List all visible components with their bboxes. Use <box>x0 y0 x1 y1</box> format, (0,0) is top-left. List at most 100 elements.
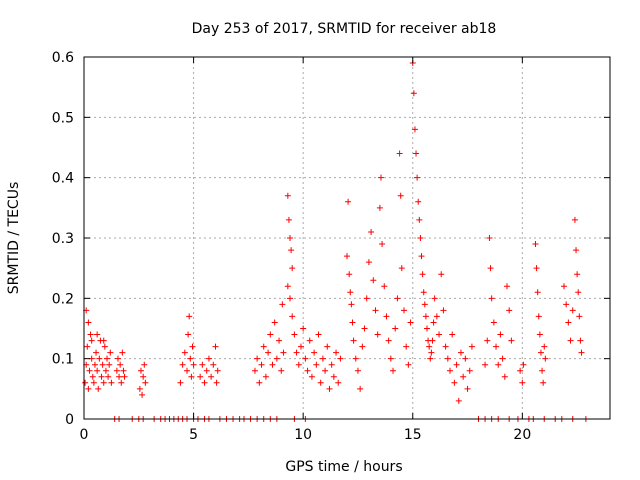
x-tick-label: 0 <box>80 427 89 443</box>
data-point <box>100 337 107 344</box>
data-point <box>508 337 515 344</box>
data-point <box>291 331 298 338</box>
data-point <box>350 337 357 344</box>
data-point <box>308 373 315 380</box>
data-point <box>213 379 220 386</box>
data-point <box>136 385 143 392</box>
data-point <box>370 277 377 284</box>
data-point <box>279 301 286 308</box>
data-point <box>433 313 440 320</box>
data-point <box>385 337 392 344</box>
data-point <box>287 235 294 241</box>
data-point <box>460 373 467 380</box>
data-point <box>190 361 197 368</box>
data-point <box>436 331 443 338</box>
data-point <box>284 192 291 199</box>
data-point <box>93 349 100 356</box>
data-point <box>397 192 404 199</box>
data-point <box>363 295 370 302</box>
data-point <box>427 355 434 362</box>
data-point <box>535 313 542 320</box>
data-point <box>313 361 320 368</box>
data-point <box>347 289 354 296</box>
data-point <box>184 367 191 374</box>
data-point <box>205 355 212 362</box>
data-point <box>495 361 502 368</box>
data-point <box>212 343 219 350</box>
data-point <box>560 283 567 290</box>
data-point <box>578 349 585 356</box>
data-point <box>519 379 526 386</box>
data-point <box>407 319 414 326</box>
y-axis-title: SRMTID / TECUs <box>6 182 22 295</box>
data-point <box>335 379 342 386</box>
data-point <box>532 241 539 248</box>
data-point <box>503 283 510 290</box>
data-point <box>349 319 356 326</box>
data-point <box>381 283 388 290</box>
data-point <box>85 319 92 326</box>
data-point <box>95 385 102 392</box>
data-point <box>571 216 578 223</box>
data-point <box>317 379 324 386</box>
data-point <box>426 343 433 350</box>
y-tick-label: 0 <box>65 412 74 428</box>
data-point <box>189 343 196 350</box>
data-point <box>113 367 120 374</box>
data-point <box>447 367 454 374</box>
x-tick-label: 5 <box>189 427 198 443</box>
axis-ticks <box>83 56 610 420</box>
data-point <box>352 355 359 362</box>
data-point <box>497 331 504 338</box>
data-point <box>199 361 206 368</box>
data-point <box>345 198 352 205</box>
data-point <box>421 301 428 308</box>
data-point <box>102 367 109 374</box>
data-point <box>398 265 405 272</box>
data-point <box>377 174 384 181</box>
data-point <box>101 343 108 350</box>
data-point <box>392 325 399 332</box>
data-point <box>368 228 375 235</box>
data-point <box>379 241 386 248</box>
data-point <box>493 343 500 350</box>
data-point <box>453 361 460 368</box>
data-point <box>297 343 304 350</box>
data-point <box>442 343 449 350</box>
data-point <box>577 337 584 344</box>
data-point <box>324 343 331 350</box>
data-point <box>262 373 269 380</box>
data-point <box>86 367 93 374</box>
data-point <box>575 289 582 296</box>
data-point <box>536 331 543 338</box>
data-point <box>541 343 548 350</box>
data-point <box>569 307 576 314</box>
data-point <box>94 331 101 338</box>
y-tick-label: 0.1 <box>52 352 74 368</box>
data-point <box>188 373 195 380</box>
data-point <box>330 373 337 380</box>
x-tick-label: 15 <box>404 427 422 443</box>
data-point <box>374 331 381 338</box>
data-point <box>140 373 147 380</box>
data-point <box>269 361 276 368</box>
data-point <box>118 379 125 386</box>
data-point <box>346 271 353 278</box>
data-point <box>265 349 272 356</box>
data-point <box>431 295 438 302</box>
data-point <box>414 174 421 181</box>
data-point <box>487 265 494 272</box>
data-point <box>400 307 407 314</box>
data-point <box>88 337 95 344</box>
x-tick-label: 10 <box>294 427 312 443</box>
data-point <box>295 361 302 368</box>
data-point <box>539 367 546 374</box>
data-point <box>315 331 322 338</box>
data-point <box>486 235 493 241</box>
data-point <box>284 283 291 290</box>
data-point <box>517 367 524 374</box>
data-point <box>98 373 105 380</box>
data-point <box>267 331 274 338</box>
data-point <box>533 265 540 272</box>
